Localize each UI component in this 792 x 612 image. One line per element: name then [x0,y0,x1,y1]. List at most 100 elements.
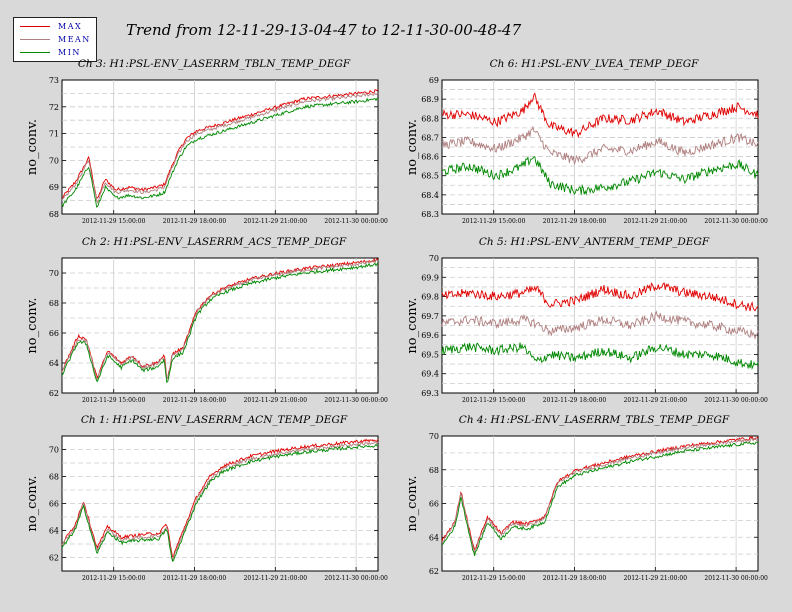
y-tick-label: 69.9 [421,273,439,282]
y-tick-label: 64 [49,359,59,368]
y-tick-label: 66 [429,500,439,509]
chart-title: Ch 2: H1:PSL-ENV_LASERRM_ACS_TEMP_DEGF [82,236,347,248]
x-tick-label: 2012-11-29 15:00:00 [82,575,146,582]
x-tick-label: 2012-11-29 21:00:00 [624,575,688,582]
y-tick-label: 68.3 [421,210,439,219]
x-tick-label: 2012-11-29 15:00:00 [462,397,526,404]
y-tick-label: 70 [49,446,59,455]
chart-panel-2: Ch 6: H1:PSL-ENV_LVEA_TEMP_DEGFno_conv.6… [405,58,768,225]
y-tick-label: 66 [49,329,59,338]
y-tick-label: 69 [429,76,439,85]
x-tick-label: 2012-11-29 21:00:00 [624,218,688,225]
x-tick-label: 2012-11-30 00:00:00 [324,575,388,582]
chart-panel-4: Ch 5: H1:PSL-ENV_ANTERM_TEMP_DEGF no_conv… [405,236,768,404]
y-axis-label: no_conv. [25,297,40,353]
series-line-min [441,441,759,557]
y-tick-label: 62 [49,554,59,563]
x-tick-label: 2012-11-30 00:00:00 [324,218,388,225]
y-tick-label: 68 [49,473,59,482]
chart-title: Ch 6: H1:PSL-ENV_LVEA_TEMP_DEGF [490,58,700,70]
x-tick-label: 2012-11-29 15:00:00 [82,397,146,404]
x-tick-label: 2012-11-29 15:00:00 [462,575,526,582]
legend-item-mean: MEAN [14,34,96,46]
plot-area [61,257,379,394]
legend-label-max: MAX [58,22,83,31]
series-line-min [61,443,379,562]
series-line-mean [61,441,379,562]
y-tick-label: 69.3 [421,389,439,398]
legend-swatch-min [20,52,50,53]
chart-title: Ch 4: H1:PSL-ENV_LASERRM_TBLS_TEMP_DEGF [459,414,730,426]
x-tick-label: 2012-11-29 18:00:00 [543,575,607,582]
series-line-mean [61,93,379,204]
main-title: Trend from 12-11-29-13-04-47 to 12-11-30… [126,21,522,39]
x-tick-label: 2012-11-29 18:00:00 [543,218,607,225]
y-tick-label: 68.4 [421,191,439,200]
legend-item-min: MIN [14,47,96,59]
series-line-min [441,342,759,370]
y-tick-label: 68.5 [421,172,439,181]
y-tick-label: 70 [429,432,439,441]
y-tick-label: 68.6 [421,153,439,162]
chart-panel-6: Ch 4: H1:PSL-ENV_LASERRM_TBLS_TEMP_DEGFn… [405,414,768,582]
x-tick-label: 2012-11-29 15:00:00 [82,218,146,225]
x-tick-label: 2012-11-29 21:00:00 [244,218,308,225]
series-line-mean [441,125,759,166]
series-line-max [441,92,759,139]
x-tick-label: 2012-11-29 18:00:00 [163,575,227,582]
series-line-min [441,155,759,196]
y-tick-label: 69.6 [421,331,439,340]
chart-title: Ch 5: H1:PSL-ENV_ANTERM_TEMP_DEGF [479,236,710,248]
series-line-mean [441,437,759,554]
y-tick-label: 70 [429,254,439,263]
x-tick-label: 2012-11-30 00:00:00 [704,397,768,404]
x-tick-label: 2012-11-29 21:00:00 [244,575,308,582]
x-tick-label: 2012-11-29 18:00:00 [163,218,227,225]
y-axis-label: no_conv. [25,475,40,531]
y-tick-label: 69 [49,183,59,192]
y-tick-label: 72 [49,103,59,112]
y-tick-label: 68.9 [421,95,439,104]
y-tick-label: 73 [49,76,59,85]
legend-label-mean: MEAN [58,35,91,44]
series-line-mean [441,310,759,340]
series-line-max [61,438,379,558]
x-tick-label: 2012-11-29 18:00:00 [543,397,607,404]
y-tick-label: 69.7 [421,312,439,321]
chart-title: Ch 1: H1:PSL-ENV_LASERRM_ACN_TEMP_DEGF [81,414,348,426]
x-tick-label: 2012-11-30 00:00:00 [324,397,388,404]
y-axis-label: no_conv. [405,475,420,531]
x-tick-label: 2012-11-29 18:00:00 [163,397,227,404]
y-tick-label: 62 [429,567,439,576]
chart-title: Ch 3: H1:PSL-ENV_LASERRM_TBLN_TEMP_DEGF [78,58,351,70]
series-line-min [61,97,379,208]
x-tick-label: 2012-11-29 21:00:00 [244,397,308,404]
legend-swatch-max [20,26,50,27]
y-tick-label: 68 [49,299,59,308]
y-axis-label: no_conv. [405,119,420,175]
y-tick-label: 69.8 [421,293,439,302]
chart-panel-1: Ch 3: H1:PSL-ENV_LASERRM_TBLN_TEMP_DEGFn… [25,58,388,225]
legend-label-min: MIN [58,48,81,57]
series-line-max [441,435,759,550]
y-axis-label: no_conv. [405,297,420,353]
x-tick-label: 2012-11-29 15:00:00 [462,218,526,225]
y-tick-label: 71 [49,130,59,139]
y-tick-label: 64 [429,533,439,542]
y-tick-label: 70 [49,269,59,278]
y-tick-label: 62 [49,389,59,398]
y-axis-label: no_conv. [25,119,40,175]
y-tick-label: 70 [49,156,59,165]
y-tick-label: 64 [49,527,59,536]
x-tick-label: 2012-11-30 00:00:00 [704,218,768,225]
chart-panel-5: Ch 1: H1:PSL-ENV_LASERRM_ACN_TEMP_DEGFno… [25,414,388,582]
legend-item-max: MAX [14,21,96,33]
x-tick-label: 2012-11-30 00:00:00 [704,575,768,582]
y-tick-label: 68.8 [421,114,439,123]
series-line-mean [61,259,379,380]
x-tick-label: 2012-11-29 21:00:00 [624,397,688,404]
y-tick-label: 68 [49,210,59,219]
y-tick-label: 69.5 [421,350,439,359]
y-tick-label: 68.7 [421,133,439,142]
